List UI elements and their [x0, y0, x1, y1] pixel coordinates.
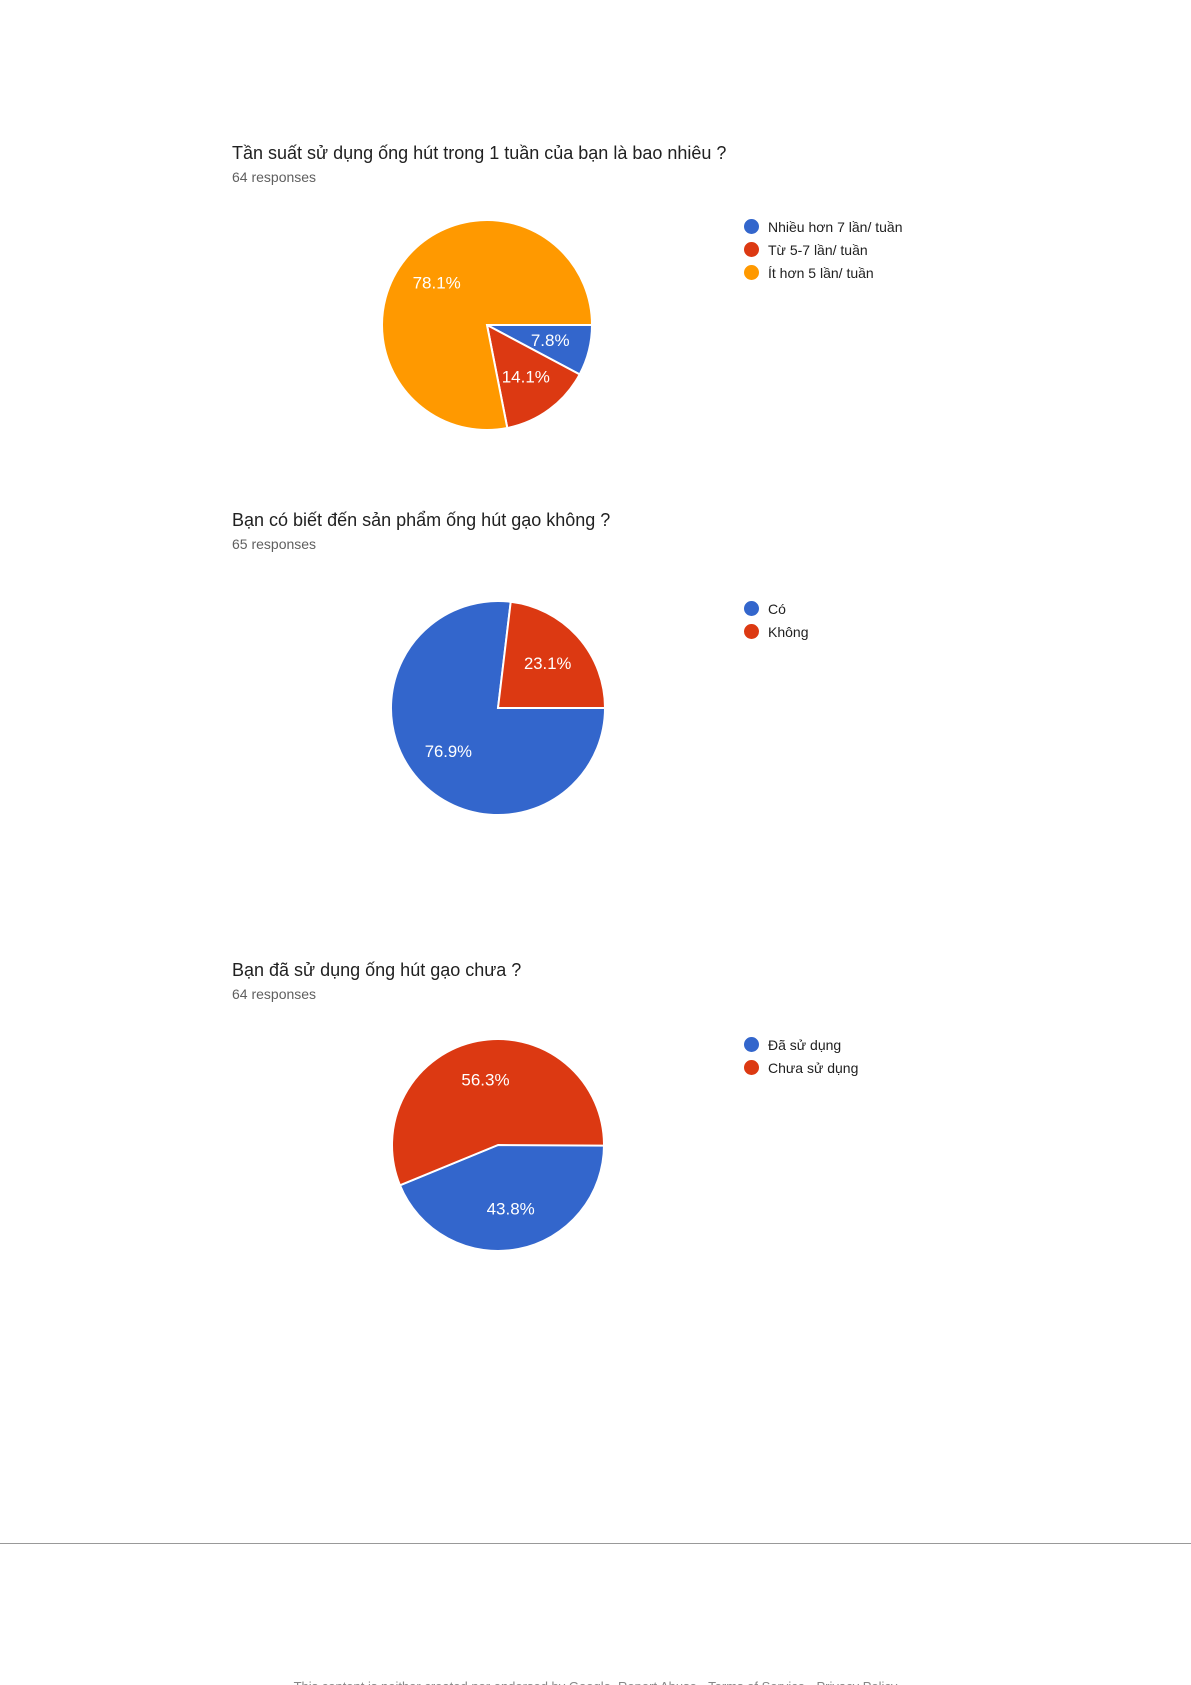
svg-text:7.8%: 7.8%	[531, 331, 570, 350]
svg-text:43.8%: 43.8%	[487, 1200, 535, 1219]
svg-text:76.9%: 76.9%	[425, 742, 472, 761]
svg-text:14.1%: 14.1%	[502, 367, 550, 386]
svg-text:23.1%: 23.1%	[524, 654, 571, 673]
svg-text:56.3%: 56.3%	[461, 1071, 509, 1090]
svg-text:78.1%: 78.1%	[413, 274, 461, 293]
